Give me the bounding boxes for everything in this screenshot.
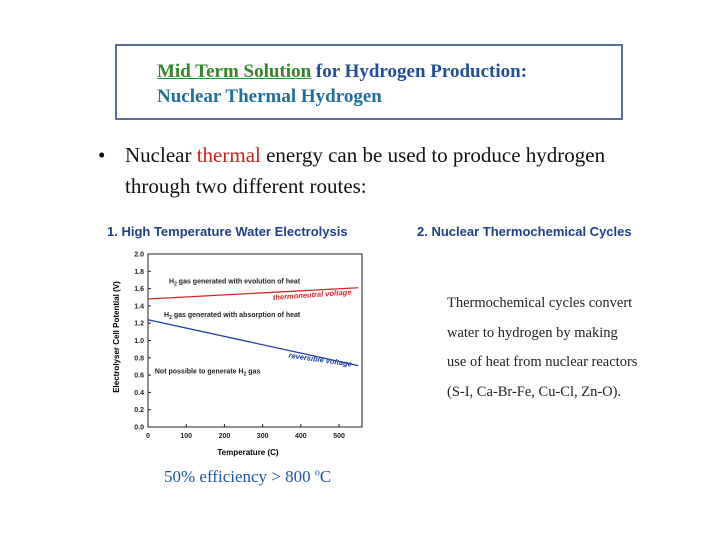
efficiency-note: 50% efficiency > 800 oC: [164, 467, 331, 487]
title-rest: for Hydrogen Production:: [311, 61, 528, 82]
bullet-post: energy can be used to produce hydrogen: [260, 143, 606, 167]
electrolysis-chart: Electrolyser Cell Potential (V) Temperat…: [112, 252, 363, 457]
x-tick-label: 500: [333, 433, 345, 440]
section-heading-1: 1. High Temperature Water Electrolysis: [107, 224, 348, 239]
degree-sup: o: [314, 467, 320, 479]
bullet-text-line1: Nuclear thermal energy can be used to pr…: [125, 143, 605, 168]
efficiency-text: 50% efficiency > 800: [164, 467, 315, 486]
y-tick-label: 1.4: [134, 303, 144, 310]
y-tick-label: 0.8: [134, 355, 144, 362]
region-annotation: Not possible to generate H2 gas: [155, 368, 261, 377]
x-tick-label: 300: [257, 433, 269, 440]
para-line: Thermochemical cycles convert: [447, 295, 633, 311]
thermochemical-paragraph: Thermochemical cycles convert water to h…: [447, 289, 637, 407]
bullet-red-word: thermal: [196, 143, 261, 167]
series-label: thermoneutral voltage: [273, 288, 352, 302]
para-line: water to hydrogen by making: [447, 324, 618, 341]
series-line: [147, 287, 359, 300]
efficiency-unit: C: [319, 467, 332, 486]
series-line: [147, 319, 359, 367]
slide-title-line1: Mid Term Solution for Hydrogen Productio…: [157, 61, 527, 83]
y-tick-label: 0.6: [134, 373, 144, 380]
region-annotation: H2 gas generated with evolution of heat: [169, 278, 301, 287]
series-label: reversible voltage: [288, 351, 352, 369]
y-tick-label: 0.0: [134, 425, 144, 432]
section-heading-2: 2. Nuclear Thermochemical Cycles: [417, 224, 632, 239]
y-tick-label: 1.2: [134, 321, 144, 328]
bullet-text-line2: through two different routes:: [125, 174, 367, 198]
x-tick-label: 100: [180, 433, 192, 440]
y-tick-label: 1.0: [134, 338, 144, 345]
y-tick-label: 1.8: [134, 269, 144, 276]
y-tick-label: 0.2: [134, 407, 144, 414]
y-axis-label: Electrolyser Cell Potential (V): [112, 281, 121, 393]
para-line: use of heat from nuclear reactors: [447, 354, 638, 370]
y-tick-label: 2.0: [134, 252, 144, 259]
x-axis-label: Temperature (C): [217, 448, 279, 457]
bullet-pre: Nuclear: [125, 143, 197, 167]
region-annotation: H2 gas generated with absorption of heat: [164, 312, 301, 321]
para-line: (S-I, Ca-Br-Fe, Cu-Cl, Zn-O).: [447, 383, 622, 400]
title-box: [115, 44, 623, 120]
slide-title-line2: Nuclear Thermal Hydrogen: [157, 86, 382, 107]
bullet-dot: •: [98, 143, 106, 167]
title-highlight: Mid Term Solution: [157, 61, 312, 82]
y-tick-label: 1.6: [134, 286, 144, 293]
x-tick-label: 400: [295, 433, 307, 440]
x-tick-label: 200: [219, 433, 231, 440]
x-tick-label: 0: [146, 433, 150, 440]
y-tick-label: 0.4: [134, 390, 144, 397]
